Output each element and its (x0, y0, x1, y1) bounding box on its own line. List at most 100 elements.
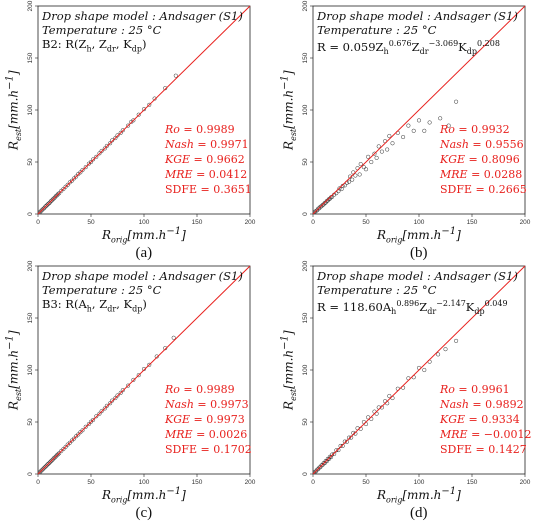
superscript: −1 (279, 335, 291, 350)
y-axis-label-main: R (6, 400, 21, 410)
formula-text: , K (116, 297, 133, 311)
subscript: orig (386, 495, 403, 505)
x-tick-label: 150 (467, 219, 478, 226)
formula-text: Z (411, 39, 420, 54)
stat-value: = 0.9971 (193, 138, 249, 151)
stat-row: SDFE = 0.2665 (440, 182, 527, 197)
stat-row: Nash = 0.9892 (440, 397, 532, 412)
data-point (313, 209, 318, 214)
data-point (129, 119, 134, 124)
statistics-block: Ro = 0.9932 Nash = 0.9556 KGE = 0.8096 MRE … (440, 122, 527, 197)
data-point (74, 174, 79, 179)
x-axis-label-end: ] (456, 228, 461, 242)
x-tick-label: 0 (311, 479, 315, 486)
data-point (366, 415, 371, 420)
data-point (131, 118, 136, 123)
stat-value: = 0.9973 (193, 398, 249, 411)
y-tick-label: 50 (27, 158, 34, 166)
superscript: 0.049 (484, 299, 508, 308)
data-point (427, 120, 432, 125)
y-axis-label: Rest[mm.h−1] (280, 70, 298, 150)
data-point (163, 346, 168, 351)
reference-line-1-1 (37, 265, 251, 475)
x-tick-label: 0 (311, 219, 315, 226)
y-tick-label: 100 (27, 364, 34, 375)
model-text: Drop shape model : Andsager (S1) (317, 9, 518, 23)
data-point (94, 414, 99, 419)
formula-text: R = 0.059Z (317, 39, 384, 54)
data-point (387, 393, 392, 399)
stat-row: Ro = 0.9989 (165, 382, 252, 397)
subscript: h (383, 47, 389, 57)
data-point (338, 443, 343, 448)
stat-row: SDFE = 0.3651 (165, 182, 252, 197)
formula-text: Z (419, 299, 428, 314)
stat-key: KGE (165, 153, 191, 166)
x-tick-label: 100 (139, 219, 150, 226)
y-tick-label: 150 (27, 52, 34, 63)
data-point (46, 201, 51, 206)
x-tick-label: 50 (362, 479, 370, 486)
stat-value: = 0.9989 (179, 383, 235, 396)
y-axis-label-end: ] (6, 70, 21, 76)
y-tick-label: 0 (302, 472, 309, 476)
data-point (401, 134, 406, 140)
x-axis-label-end: ] (181, 488, 186, 502)
y-axis-label-main: R (281, 400, 296, 410)
data-point (113, 396, 118, 401)
data-point (46, 461, 51, 466)
data-point (152, 96, 157, 101)
stat-key: MRE (440, 428, 468, 441)
data-point (57, 451, 62, 456)
annotation-block: Drop shape model : Andsager (S1) Temperat… (317, 269, 518, 319)
data-point (369, 159, 374, 165)
data-point (57, 191, 62, 196)
data-point (340, 443, 345, 448)
data-point (78, 170, 83, 175)
panel-label: (d) (410, 505, 428, 521)
temperature-text: Temperature : 25 °C (317, 23, 437, 37)
stat-row: Ro = 0.9989 (165, 122, 252, 137)
stat-row: Ro = 0.9932 (440, 122, 527, 137)
stat-value: = 0.9556 (468, 138, 524, 151)
superscript: 0.896 (396, 299, 420, 308)
superscript: −1 (4, 75, 16, 90)
subscript: dr (107, 304, 117, 314)
y-axis-label: Rest[mm.h−1] (280, 330, 298, 410)
y-tick-label: 100 (302, 364, 309, 375)
y-axis-label-unit: [mm.h (281, 349, 296, 389)
data-point (314, 208, 319, 213)
stat-row: Ro = 0.9961 (440, 382, 532, 397)
formula-prefix: B2 (42, 37, 58, 51)
stat-value: = 0.9989 (179, 123, 235, 136)
subscript: est (13, 388, 23, 401)
data-point (350, 177, 355, 182)
stat-value: = −0.0012 (467, 428, 532, 441)
data-point (136, 112, 141, 117)
y-tick-label: 0 (302, 212, 309, 216)
data-point (53, 454, 59, 459)
scatter-plot: 0 50 100 150 200 0 50 100 150 200 (302, 260, 531, 486)
data-point (118, 390, 123, 395)
data-point (49, 198, 54, 203)
formula-text: K (465, 299, 475, 314)
data-point (110, 398, 115, 403)
y-tick-label: 150 (27, 312, 34, 323)
y-axis-label-main: R (6, 140, 21, 150)
data-point (104, 143, 109, 148)
data-point (99, 409, 104, 414)
y-tick-label: 150 (302, 52, 309, 63)
data-point (336, 448, 341, 453)
temperature-text: Temperature : 25 °C (42, 23, 162, 37)
formula-text: , Z (91, 297, 108, 311)
stat-key: Ro (440, 383, 455, 396)
y-axis-label-end: ] (6, 330, 21, 336)
stat-value: = 0.9932 (454, 123, 510, 136)
stat-row: KGE = 0.8096 (440, 152, 527, 167)
stat-row: KGE = 0.9334 (440, 412, 532, 427)
y-tick-label: 50 (27, 418, 34, 426)
data-point (52, 195, 58, 200)
data-point (80, 167, 85, 173)
data-point (376, 144, 381, 149)
x-tick-label: 150 (467, 479, 478, 486)
